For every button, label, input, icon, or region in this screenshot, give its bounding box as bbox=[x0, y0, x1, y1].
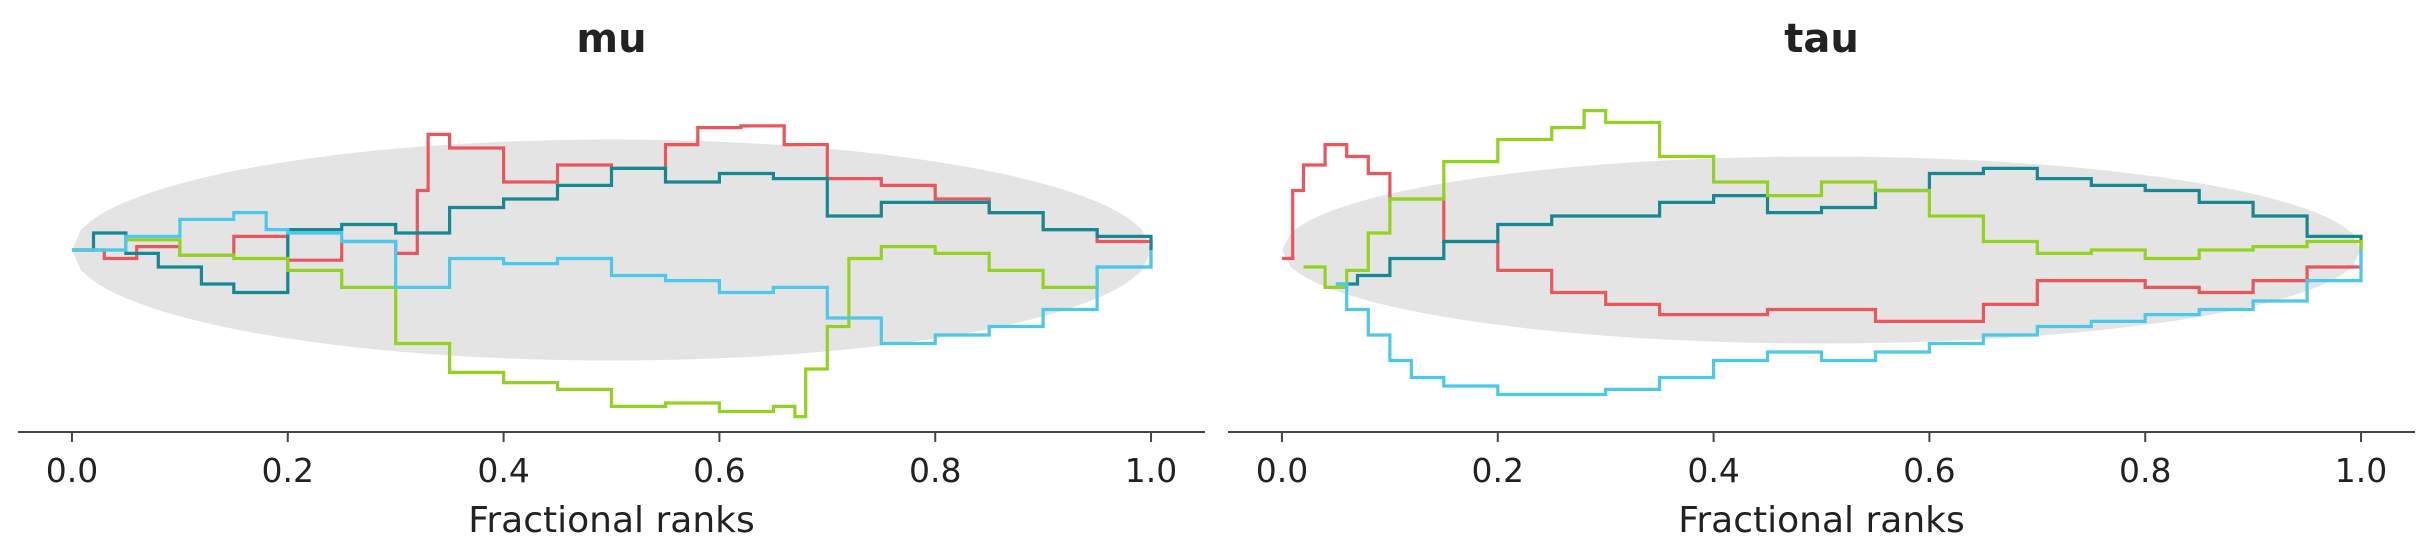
panel-tau: 0.0 0.2 0.4 0.6 0.8 1.0 tau Fractional ranks bbox=[1228, 16, 2415, 541]
series-line-1 bbox=[1282, 143, 2363, 323]
chart-title: mu bbox=[576, 16, 646, 62]
x-tick-label: 0.0 bbox=[46, 451, 98, 490]
x-tick-label: 0.4 bbox=[477, 451, 529, 490]
x-tick-label: 0.2 bbox=[262, 451, 314, 490]
x-axis-label: Fractional ranks bbox=[468, 500, 755, 541]
uniformity-band bbox=[72, 139, 1151, 361]
x-tick-label: 0.6 bbox=[1903, 451, 1955, 490]
series-line-2 bbox=[72, 166, 1153, 295]
series-line-2 bbox=[1335, 166, 2363, 286]
series-line-3 bbox=[1303, 109, 2363, 289]
x-axis-label: Fractional ranks bbox=[1678, 500, 1965, 541]
series-line-4 bbox=[1335, 250, 2363, 397]
uniformity-band bbox=[1282, 156, 2361, 344]
x-tick-label: 1.0 bbox=[2335, 451, 2387, 490]
x-tick-label: 0.8 bbox=[2119, 451, 2171, 490]
panel-mu: 0.0 0.2 0.4 0.6 0.8 1.0 mu Fractional ranks bbox=[18, 16, 1205, 541]
x-tick-label: 0.8 bbox=[909, 451, 961, 490]
x-tick-label: 0.2 bbox=[1472, 451, 1524, 490]
x-tick-label: 0.4 bbox=[1687, 451, 1739, 490]
x-tick-label: 1.0 bbox=[1125, 451, 1177, 490]
x-tick-label: 0.6 bbox=[693, 451, 745, 490]
series-line-3 bbox=[72, 238, 1153, 419]
x-tick-label: 0.0 bbox=[1256, 451, 1308, 490]
series-line-1 bbox=[72, 124, 1153, 262]
series-line-4 bbox=[72, 211, 1153, 346]
chart-title: tau bbox=[1784, 16, 1859, 62]
